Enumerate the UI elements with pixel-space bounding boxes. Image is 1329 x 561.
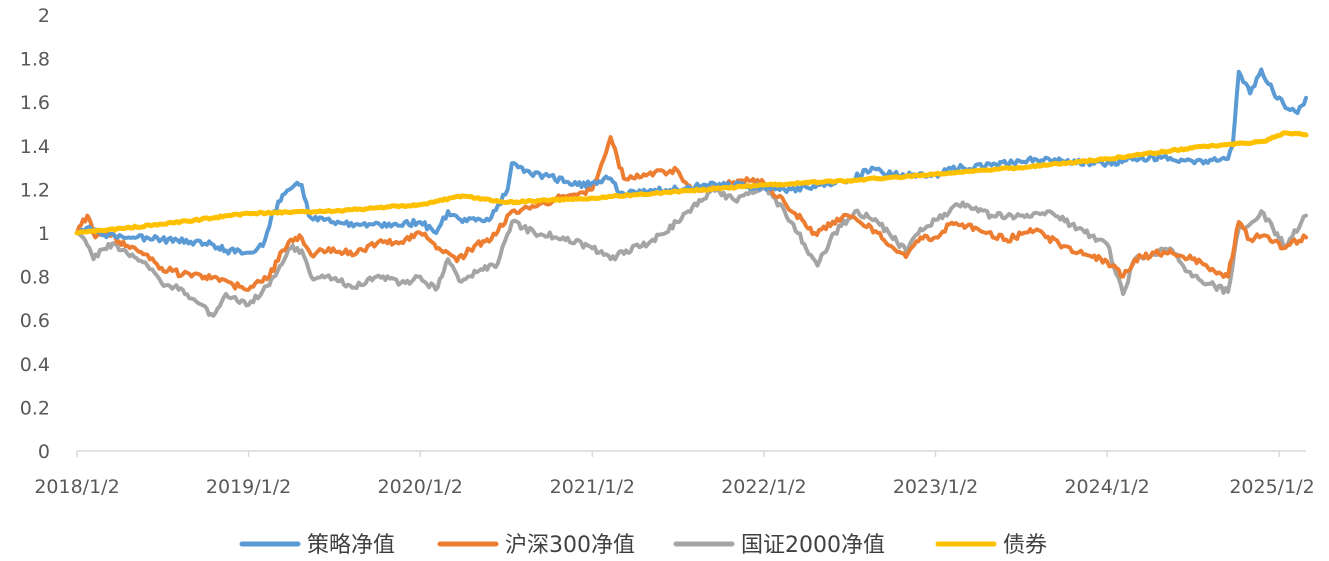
x-tick-label: 2025/1/2 [1229, 476, 1314, 498]
y-tick-label: 1.6 [20, 92, 50, 114]
series-lines [74, 67, 1309, 318]
y-tick-label: 0.8 [20, 267, 50, 289]
y-tick-label: 0.6 [20, 310, 50, 332]
y-tick-label: 0.2 [20, 397, 50, 419]
series-line-2 [75, 183, 1308, 318]
y-tick-label: 1.8 [20, 49, 50, 71]
y-tick-label: 2 [38, 5, 50, 27]
x-tick-label: 2020/1/2 [378, 476, 463, 498]
x-tick-label: 2023/1/2 [893, 476, 978, 498]
y-tick-label: 0.4 [20, 354, 50, 376]
series-line-0 [75, 67, 1308, 256]
x-tick-label: 2019/1/2 [206, 476, 291, 498]
y-tick-label: 0 [38, 441, 50, 463]
legend-label: 国证2000净值 [741, 533, 885, 558]
y-axis-ticks: 0 0.2 0.4 0.6 0.8 1 1.2 1.4 1.6 1.8 2 [20, 5, 50, 463]
y-tick-label: 1.4 [20, 136, 50, 158]
x-tick-label: 2018/1/2 [34, 476, 119, 498]
legend-label: 沪深300净值 [505, 533, 635, 558]
x-tick-label: 2021/1/2 [550, 476, 635, 498]
x-tick-label: 2022/1/2 [721, 476, 806, 498]
x-axis-ticks: 2018/1/2 2019/1/2 2020/1/2 2021/1/2 2022/1/2… [34, 451, 1315, 498]
series-line-3 [74, 130, 1309, 236]
legend: 策略净值 沪深300净值 国证2000净值 债券 [239, 533, 1047, 558]
y-tick-label: 1 [38, 223, 50, 245]
x-tick-label: 2024/1/2 [1064, 476, 1149, 498]
legend-label: 债券 [1003, 533, 1047, 558]
legend-label: 策略净值 [307, 533, 395, 558]
y-tick-label: 1.2 [20, 179, 50, 201]
